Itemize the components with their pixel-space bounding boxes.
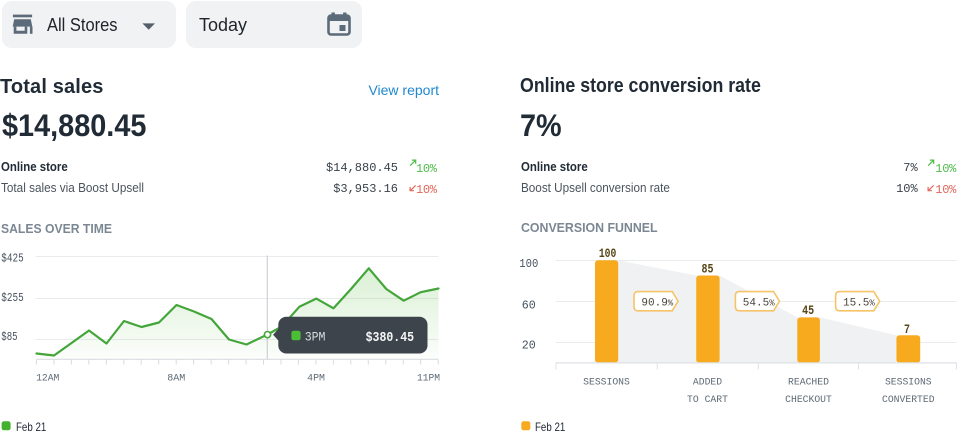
svg-text:90.9%: 90.9% [641, 298, 673, 310]
svg-text:TO CART: TO CART [687, 395, 728, 406]
svg-text:100: 100 [519, 257, 538, 271]
svg-text:54.5%: 54.5% [743, 298, 775, 310]
svg-text:4PM: 4PM [307, 372, 325, 383]
svg-text:SESSIONS: SESSIONS [885, 378, 932, 389]
svg-text:11PM: 11PM [417, 372, 440, 383]
svg-text:3PM: 3PM [305, 329, 326, 344]
svg-text:85: 85 [702, 263, 714, 277]
svg-text:$85: $85 [1, 330, 17, 344]
svg-text:SESSIONS: SESSIONS [583, 378, 630, 389]
svg-text:$380.45: $380.45 [366, 331, 415, 346]
svg-text:45: 45 [802, 304, 814, 318]
svg-text:ADDED: ADDED [693, 378, 722, 389]
svg-text:8AM: 8AM [167, 372, 185, 383]
svg-text:100: 100 [599, 247, 617, 261]
svg-text:15.5%: 15.5% [843, 298, 875, 310]
svg-text:$255: $255 [1, 291, 23, 305]
svg-text:CHECKOUT: CHECKOUT [785, 395, 832, 406]
svg-text:12AM: 12AM [36, 372, 59, 383]
svg-text:20: 20 [522, 338, 536, 352]
svg-text:60: 60 [522, 299, 536, 313]
svg-text:7: 7 [904, 323, 910, 337]
svg-text:CONVERTED: CONVERTED [882, 395, 935, 406]
svg-text:REACHED: REACHED [788, 378, 829, 389]
svg-text:$425: $425 [1, 252, 23, 266]
